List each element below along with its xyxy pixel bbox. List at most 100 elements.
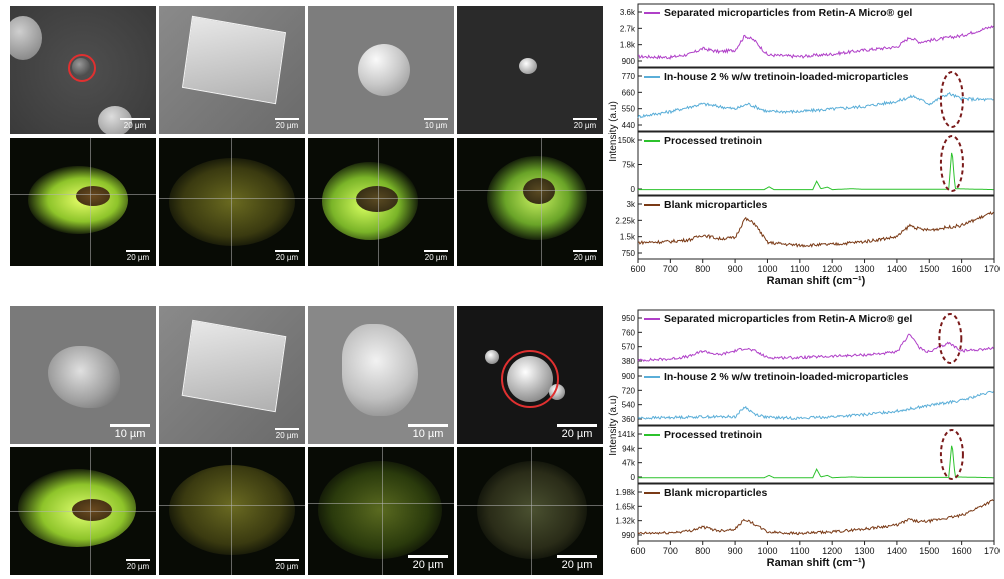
scale-label: 20 µm — [275, 253, 299, 262]
crosshair-vertical — [231, 138, 232, 266]
y-tick-label: 570 — [622, 343, 636, 352]
scale-bar: 20 µm — [126, 559, 150, 571]
x-tick-label: 1600 — [952, 546, 972, 556]
sem-image: 10 µm — [308, 306, 454, 444]
sem-image: 20 µm — [10, 6, 156, 134]
scale-bar: 20 µm — [275, 250, 299, 262]
sem-image: 20 µm — [457, 6, 603, 134]
crosshair-vertical — [378, 138, 379, 266]
crosshair-vertical — [541, 138, 542, 266]
scale-bar: 20 µm — [275, 428, 299, 440]
x-tick-label: 1700 — [984, 546, 1000, 556]
y-tick-label: 94k — [622, 444, 636, 453]
crosshair-horizontal — [457, 190, 603, 191]
scale-label: 20 µm — [561, 559, 593, 571]
fluorescence-image: 20 µm — [10, 447, 156, 575]
crosshair-horizontal — [10, 194, 156, 195]
x-tick-label: 1100 — [790, 546, 809, 556]
y-tick-label: 0 — [631, 185, 636, 194]
series-panel — [637, 3, 995, 68]
x-tick-label: 1300 — [855, 264, 875, 274]
particle-core — [356, 186, 398, 212]
crosshair-horizontal — [10, 511, 156, 512]
y-tick-label: 1.5k — [620, 233, 636, 242]
x-tick-label: 800 — [695, 546, 710, 556]
x-tick-label: 700 — [663, 264, 678, 274]
series-line — [637, 91, 994, 119]
y-tick-label: 3.6k — [620, 8, 636, 17]
y-tick-label: 2.7k — [620, 24, 636, 33]
crosshair-vertical — [531, 447, 532, 575]
y-tick-label: 380 — [622, 357, 636, 366]
fluorescent-particle — [169, 158, 295, 246]
x-tick-label: 900 — [728, 546, 743, 556]
x-axis-label: Raman shift (cm⁻¹) — [767, 557, 866, 569]
series-line — [637, 499, 994, 536]
y-tick-label: 141k — [618, 430, 636, 439]
crystal — [181, 15, 287, 105]
y-tick-label: 47k — [622, 459, 636, 468]
fluorescence-image: 20 µm — [457, 447, 603, 575]
x-tick-label: 900 — [728, 264, 743, 274]
highlight-ellipse — [938, 313, 963, 364]
fluorescent-particle — [477, 461, 587, 559]
crosshair-horizontal — [457, 505, 603, 506]
crosshair-horizontal — [159, 198, 305, 199]
particle — [485, 350, 499, 364]
legend-label: Separated microparticles from Retin-A Mi… — [664, 313, 912, 325]
series-line — [637, 333, 994, 363]
fluorescence-image: 20 µm — [457, 138, 603, 266]
fluorescent-particle — [169, 465, 295, 555]
series-panel — [637, 131, 995, 196]
fluorescence-image: 20 µm — [308, 138, 454, 266]
x-tick-label: 1200 — [822, 546, 842, 556]
scale-label: 20 µm — [573, 253, 597, 262]
x-tick-label: 1400 — [887, 264, 907, 274]
raman-chart-top: 3.6k 2.7k 1.8k 900 Separated microparticles … — [608, 3, 1000, 287]
particle — [10, 16, 42, 60]
sem-image: 10 µm — [308, 6, 454, 134]
legend-label: In-house 2 % w/w tretinoin-loaded-microp… — [664, 71, 909, 83]
series-panel — [637, 195, 995, 260]
fluorescence-image: 20 µm — [10, 138, 156, 266]
y-tick-label: 2.25k — [615, 216, 636, 225]
particle — [519, 58, 537, 74]
highlight-ellipse — [939, 135, 964, 192]
sem-image: 20 µm — [457, 306, 603, 444]
y-tick-label: 1.65k — [615, 502, 636, 511]
crosshair-horizontal — [308, 198, 454, 199]
legend-label: Processed tretinoin — [664, 429, 762, 441]
y-tick-label: 1.32k — [615, 517, 636, 526]
x-tick-label: 1000 — [757, 546, 777, 556]
particle-core — [72, 499, 112, 521]
series-panel — [637, 425, 995, 484]
scale-bar: 20 µm — [573, 250, 597, 262]
y-tick-label: 990 — [622, 531, 636, 540]
scale-label: 20 µm — [126, 562, 150, 571]
x-tick-label: 800 — [695, 264, 710, 274]
x-tick-label: 1400 — [887, 546, 907, 556]
particle — [48, 346, 120, 408]
highlight-circle — [68, 54, 96, 82]
scale-label: 20 µm — [275, 431, 299, 440]
crosshair-horizontal — [308, 503, 454, 504]
x-tick-label: 700 — [663, 546, 678, 556]
x-tick-label: 1200 — [822, 264, 842, 274]
fluorescent-particle — [318, 461, 442, 559]
scale-label: 20 µm — [412, 559, 444, 571]
y-tick-label: 540 — [622, 401, 636, 410]
x-tick-label: 1000 — [757, 264, 777, 274]
series-line — [638, 445, 994, 479]
y-tick-label: 760 — [622, 328, 636, 337]
y-tick-label: 360 — [622, 415, 636, 424]
sem-image: 20 µm — [159, 306, 305, 444]
series-panel — [637, 483, 995, 542]
y-tick-label: 440 — [622, 121, 636, 130]
particle-core — [76, 186, 110, 206]
particle — [342, 324, 418, 416]
scale-bar: 20 µm — [557, 424, 597, 440]
y-tick-label: 75k — [622, 161, 636, 170]
sem-image: 10 µm — [10, 306, 156, 444]
scale-label: 20 µm — [126, 253, 150, 262]
series-line — [638, 25, 994, 60]
